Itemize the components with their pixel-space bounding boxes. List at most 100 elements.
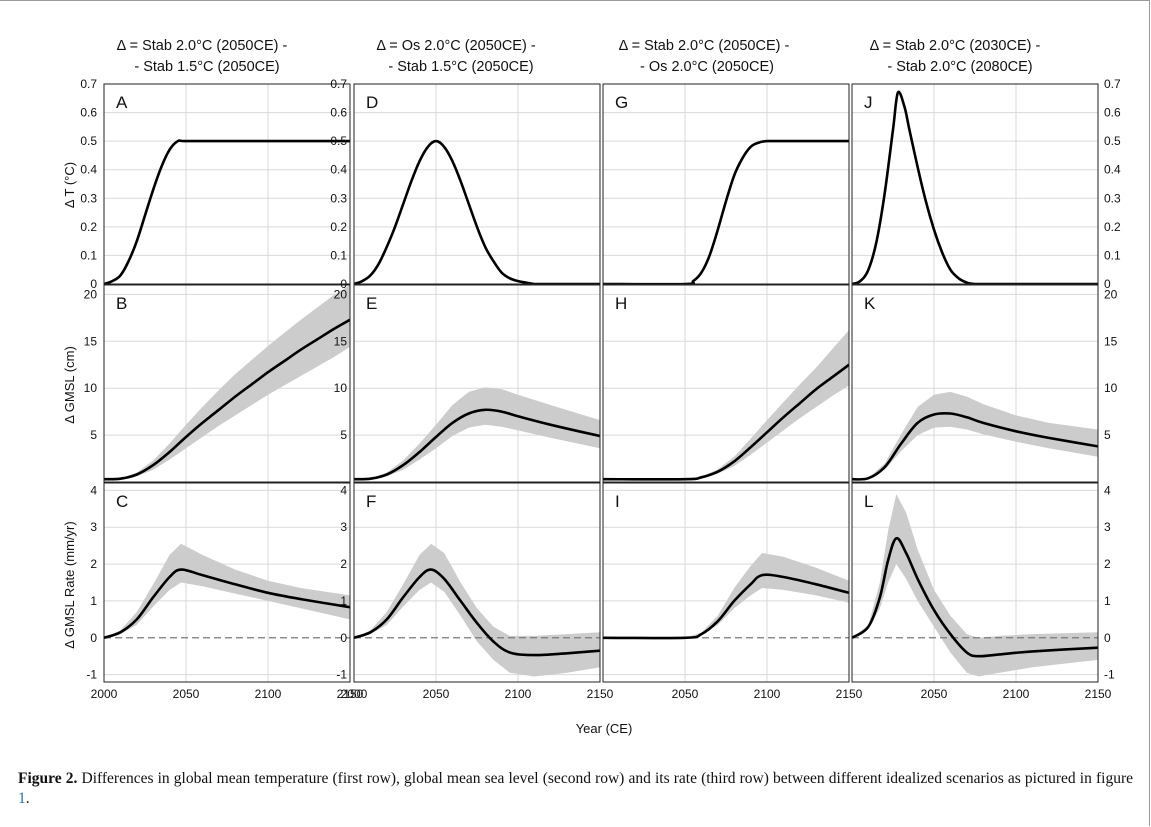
panel-l-xtick-label: 2050 (921, 687, 948, 701)
panel-h-uncertainty-band (603, 330, 849, 480)
panel-e-data (354, 387, 600, 481)
panel-c-data (104, 543, 350, 640)
panel-i-xtick-label: 2050 (672, 687, 699, 701)
panel-l-ytick-label: 4 (1104, 483, 1111, 497)
panel-a-ytick-label: 0 (90, 277, 97, 291)
panel-c-ytick-label: -1 (86, 668, 97, 682)
panel-d-frame (353, 83, 601, 285)
panel-l-ytick-label: -1 (1104, 668, 1115, 682)
panel-g: G (602, 83, 850, 285)
panel-h-letter: H (615, 294, 627, 313)
panel-c-ytick-label: 4 (90, 483, 97, 497)
panel-d-ytick-label: 0 (340, 277, 347, 291)
panel-j-data (852, 90, 1098, 284)
panel-h-frame (602, 284, 850, 483)
panel-g-data (603, 139, 849, 284)
panel-d-ytick-label: 0.7 (330, 77, 347, 91)
panel-c-ytick-label: 2 (90, 557, 97, 571)
panel-a-ytick-label: 0.6 (80, 106, 97, 120)
panel-j-frame (851, 83, 1099, 285)
panel-a-ytick-label: 0.1 (80, 248, 97, 262)
panel-j-ytick-label: 0.3 (1104, 191, 1121, 205)
chart-panels: A00.10.20.30.40.50.60.7B5101520C-1012342… (80, 77, 1121, 701)
panel-e: E 5 10 15 20 (334, 284, 601, 483)
panel-k-ytick-label: 5 (1104, 428, 1111, 442)
panel-h-data (603, 330, 849, 481)
panel-i-letter: I (615, 492, 620, 511)
panel-g-letter: G (615, 93, 628, 112)
panel-a-ytick-label: 0.4 (80, 163, 97, 177)
panel-f-uncertainty-band (354, 543, 600, 677)
panel-a-letter: A (116, 93, 128, 112)
panel-c: C -1 0 1 2 3 4 2000 2050 2100 2150 (86, 482, 364, 701)
figure-panels: Δ = Stab 2.0°C (2050CE) - - Stab 1.5°C (… (62, 38, 1121, 736)
panel-l-frame (851, 482, 1099, 683)
panel-b: B 5 10 15 20 (84, 284, 351, 483)
panel-i-xtick-label: 2150 (836, 687, 863, 701)
panel-b-uncertainty-band (104, 285, 350, 480)
panel-f-ytick-label: 4 (340, 483, 347, 497)
panel-l-ytick-label: 3 (1104, 520, 1111, 534)
panel-j-ytick-label: 0.1 (1104, 248, 1121, 262)
panel-i-data (603, 553, 849, 640)
caption-end: . (25, 789, 30, 807)
panel-j-ytick-label: 0.6 (1104, 106, 1121, 120)
panel-i-series-line (603, 573, 849, 640)
panel-f: F -1 0 1 2 3 4 2000 2050 2100 2150 (336, 482, 614, 701)
panel-f-ytick-label: 3 (340, 520, 347, 534)
panel-f-xtick-label: 2050 (423, 687, 450, 701)
panel-g-series-line (603, 139, 849, 284)
panel-j-letter: J (864, 93, 873, 112)
panel-e-ytick-label: 15 (334, 334, 348, 348)
panel-j-series-line (852, 90, 1098, 284)
caption-figure-link[interactable]: 1 (18, 789, 26, 807)
row-3-ylabel: Δ GMSL Rate (mm/yr) (62, 521, 77, 648)
panel-c-ytick-label: 1 (90, 594, 97, 608)
panel-f-ytick-label: -1 (336, 668, 347, 682)
row-2-ylabel: Δ GMSL (cm) (62, 346, 77, 424)
col-3-title-line1: Δ = Stab 2.0°C (2050CE) - (619, 38, 790, 54)
panel-b-frame (103, 284, 351, 483)
panel-l-ytick-label: 0 (1104, 631, 1111, 645)
col-4-title-line2: - Stab 2.0°C (2080CE) (887, 59, 1032, 75)
panel-k-series-line (852, 411, 1098, 481)
caption-text: Differences in global mean temperature (… (77, 769, 1133, 787)
panel-c-xtick-label: 2050 (173, 687, 200, 701)
panel-j-ytick-label: 0.7 (1104, 77, 1121, 91)
panel-k: K 5 10 15 20 (851, 284, 1118, 483)
panel-l-xtick-label: 2150 (1085, 687, 1112, 701)
col-3-title-line2: - Os 2.0°C (2050CE) (640, 59, 774, 75)
panel-k-frame (851, 284, 1099, 483)
panel-k-uncertainty-band (852, 391, 1098, 480)
panel-k-ytick-label: 20 (1104, 287, 1118, 301)
panel-j-ytick-label: 0.2 (1104, 220, 1121, 234)
panel-e-series-line (354, 408, 600, 481)
panel-e-letter: E (366, 294, 377, 313)
panel-a-ytick-label: 0.5 (80, 134, 97, 148)
panel-j-ytick-label: 0 (1104, 277, 1111, 291)
panel-f-series-line (354, 568, 600, 657)
panel-c-ytick-label: 0 (90, 631, 97, 645)
panel-d-ytick-label: 0.6 (330, 106, 347, 120)
panel-f-frame (353, 482, 601, 683)
panel-c-series-line (104, 568, 350, 640)
panel-j-ytick-label: 0.4 (1104, 163, 1121, 177)
panel-a: A 0 0.1 0.2 0.3 0.4 0.5 0.6 0.7 (80, 77, 351, 291)
panel-d-ytick-label: 0.2 (330, 220, 347, 234)
panel-k-data (852, 391, 1098, 481)
row-1-ylabel: Δ T (°C) (62, 162, 77, 208)
panel-a-ytick-label: 0.2 (80, 220, 97, 234)
panel-i-uncertainty-band (603, 553, 849, 638)
panel-d-series-line (354, 139, 600, 284)
panel-l-xtick-label: 2100 (1003, 687, 1030, 701)
panel-d-ytick-label: 0.5 (330, 134, 347, 148)
x-axis-label: Year (CE) (576, 721, 633, 736)
col-1-title-line1: Δ = Stab 2.0°C (2050CE) - (117, 38, 288, 54)
panel-f-ytick-label: 1 (340, 594, 347, 608)
panel-b-ytick-label: 5 (90, 428, 97, 442)
panel-l: L -1 0 1 2 3 4 2050 2100 2150 (851, 482, 1115, 701)
panel-d-ytick-label: 0.4 (330, 163, 347, 177)
panel-f-xtick-label: 2100 (505, 687, 532, 701)
panel-c-frame (103, 482, 351, 683)
